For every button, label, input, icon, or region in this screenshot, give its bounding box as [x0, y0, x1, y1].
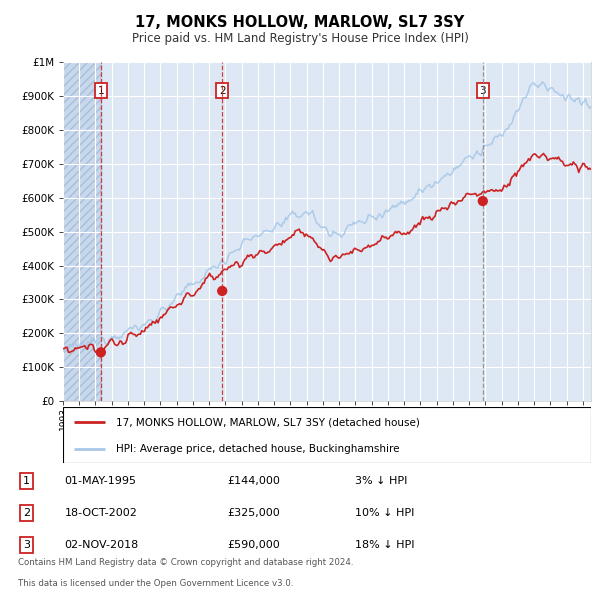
Text: 18-OCT-2002: 18-OCT-2002: [64, 508, 137, 518]
FancyBboxPatch shape: [63, 407, 591, 463]
Text: 01-MAY-1995: 01-MAY-1995: [64, 476, 136, 486]
Text: 10% ↓ HPI: 10% ↓ HPI: [355, 508, 415, 518]
Text: 18% ↓ HPI: 18% ↓ HPI: [355, 540, 415, 550]
Text: HPI: Average price, detached house, Buckinghamshire: HPI: Average price, detached house, Buck…: [116, 444, 400, 454]
Point: [217, 286, 227, 296]
Text: 2: 2: [219, 86, 226, 96]
Text: 17, MONKS HOLLOW, MARLOW, SL7 3SY (detached house): 17, MONKS HOLLOW, MARLOW, SL7 3SY (detac…: [116, 417, 419, 427]
Point: [96, 348, 106, 357]
Bar: [63, 62, 101, 401]
Text: 2: 2: [23, 508, 30, 518]
Bar: [63, 62, 101, 401]
Text: 3: 3: [23, 540, 30, 550]
Text: 17, MONKS HOLLOW, MARLOW, SL7 3SY: 17, MONKS HOLLOW, MARLOW, SL7 3SY: [136, 15, 464, 30]
Text: £590,000: £590,000: [227, 540, 280, 550]
Text: £325,000: £325,000: [227, 508, 280, 518]
Text: 3: 3: [479, 86, 486, 96]
Text: 02-NOV-2018: 02-NOV-2018: [64, 540, 139, 550]
Text: 1: 1: [23, 476, 30, 486]
Text: This data is licensed under the Open Government Licence v3.0.: This data is licensed under the Open Gov…: [18, 579, 293, 588]
Text: 1: 1: [98, 86, 104, 96]
Text: Price paid vs. HM Land Registry's House Price Index (HPI): Price paid vs. HM Land Registry's House …: [131, 32, 469, 45]
Point: [478, 196, 488, 206]
Text: £144,000: £144,000: [227, 476, 280, 486]
Text: 3% ↓ HPI: 3% ↓ HPI: [355, 476, 408, 486]
Text: Contains HM Land Registry data © Crown copyright and database right 2024.: Contains HM Land Registry data © Crown c…: [18, 558, 353, 567]
